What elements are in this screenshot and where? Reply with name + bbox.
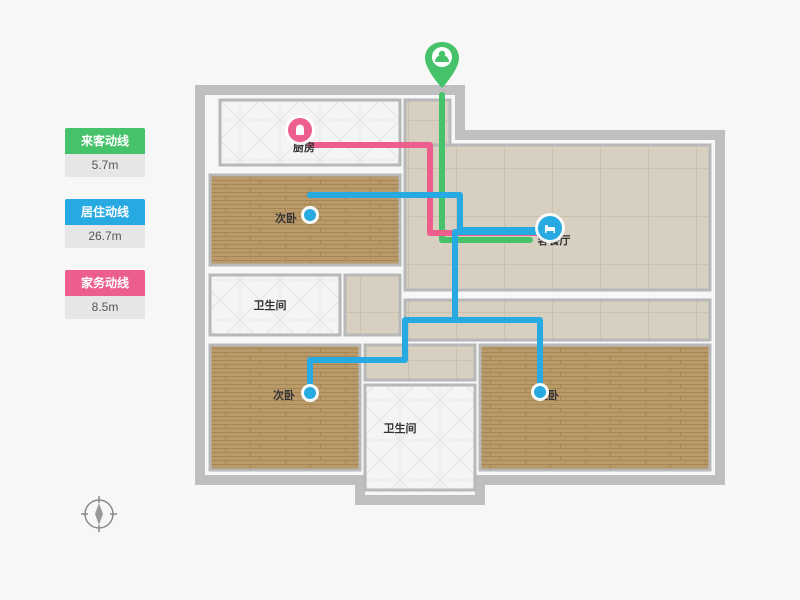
- room-bed2a: [210, 175, 400, 265]
- legend-living-label: 居住动线: [65, 199, 145, 225]
- room-bed2b: [210, 345, 360, 470]
- legend-item-living: 居住动线 26.7m: [65, 199, 145, 248]
- living-node-icon: [538, 216, 562, 240]
- floorplan-canvas: 厨房次卧客餐厅卫生间次卧卫生间主卧 来客动线 5.7m 居住动线 26.7m 家…: [0, 0, 800, 600]
- rooms-group: [210, 100, 710, 490]
- legend-visitor-value: 5.7m: [65, 154, 145, 177]
- legend-housework-value: 8.5m: [65, 296, 145, 319]
- bed2b-node-icon: [304, 387, 316, 399]
- legend: 来客动线 5.7m 居住动线 26.7m 家务动线 8.5m: [65, 128, 145, 341]
- kitchen-node-icon: [288, 118, 312, 142]
- master-node-icon: [534, 386, 546, 398]
- room-bath2: [365, 385, 475, 490]
- legend-item-visitor: 来客动线 5.7m: [65, 128, 145, 177]
- room-living: [405, 145, 710, 290]
- room-master: [480, 345, 710, 470]
- legend-visitor-label: 来客动线: [65, 128, 145, 154]
- compass-icon: [81, 496, 117, 532]
- legend-item-housework: 家务动线 8.5m: [65, 270, 145, 319]
- room-label-bed2a: 次卧: [275, 210, 297, 226]
- room-label-bath1: 卫生间: [254, 297, 287, 313]
- legend-living-value: 26.7m: [65, 225, 145, 248]
- room-label-bed2b: 次卧: [273, 387, 295, 403]
- room-spare: [345, 275, 400, 335]
- entrance-pin-icon: [425, 42, 459, 88]
- legend-housework-label: 家务动线: [65, 270, 145, 296]
- room-label-bath2: 卫生间: [384, 420, 417, 436]
- bed2a-node-icon: [304, 209, 316, 221]
